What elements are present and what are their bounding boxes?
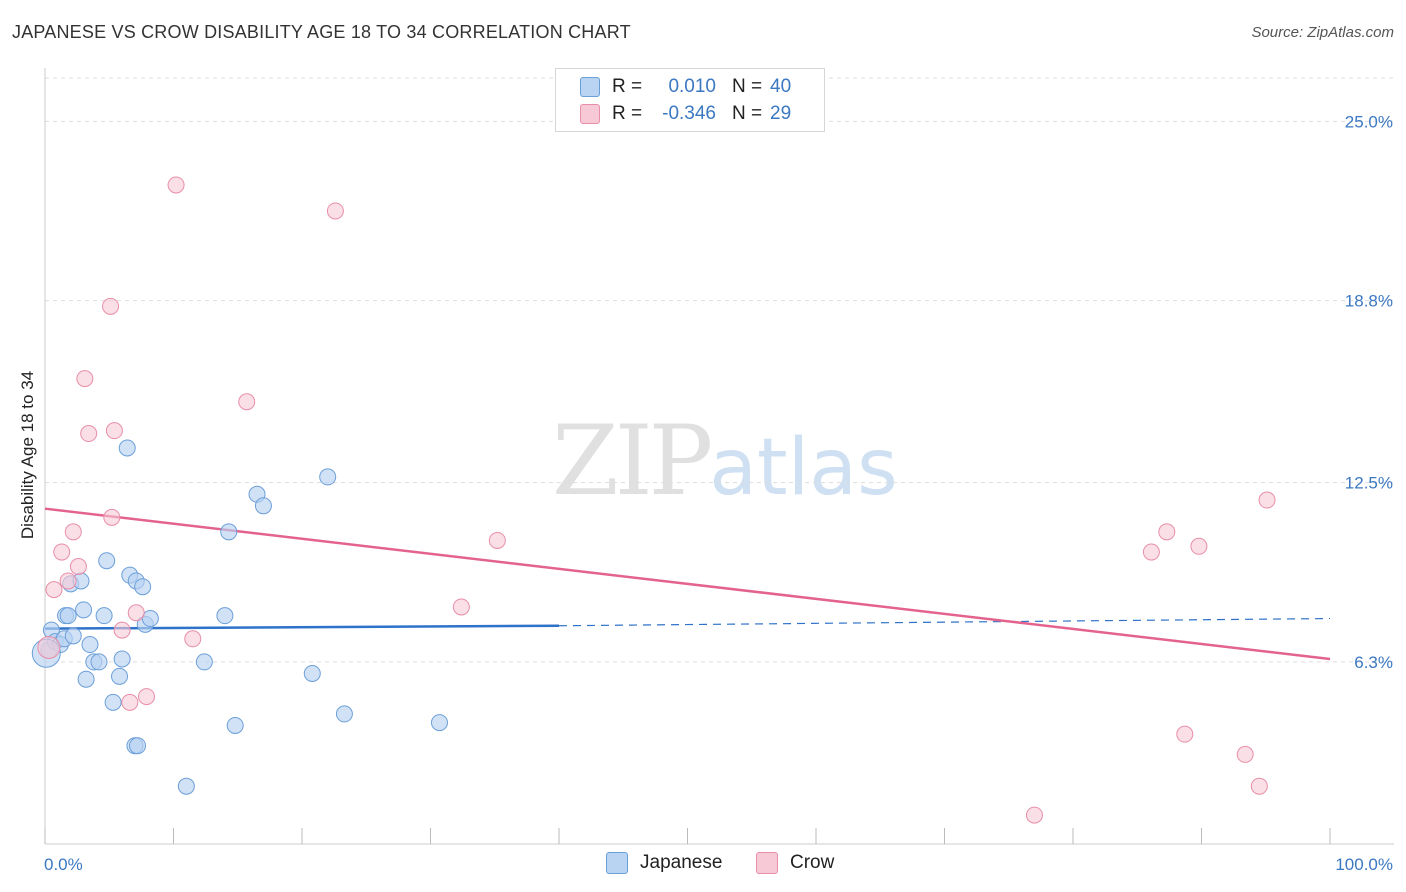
- crow-point: [488, 531, 506, 549]
- legend-label-crow: Crow: [790, 852, 835, 873]
- japanese-point: [303, 664, 321, 682]
- grid-lines: [45, 77, 1394, 663]
- japanese-point: [64, 627, 82, 645]
- japanese-point: [113, 650, 131, 668]
- crow-point: [37, 635, 61, 659]
- japanese-point: [59, 607, 77, 625]
- crow-point: [1142, 543, 1160, 561]
- legend-label-japanese: Japanese: [640, 852, 723, 873]
- japanese-point: [141, 610, 159, 628]
- japanese-swatch: [580, 77, 600, 97]
- legend-r-label: R =: [612, 76, 643, 97]
- crow-point: [121, 693, 139, 711]
- crow-point: [80, 425, 98, 443]
- crow-point: [64, 523, 82, 541]
- crow-point: [452, 598, 470, 616]
- crow-point: [69, 558, 87, 576]
- crow-point: [59, 572, 77, 590]
- japanese-point: [75, 601, 93, 619]
- crow-point: [45, 581, 63, 599]
- legend-row-japanese: R = 0.010 N = 40: [580, 75, 791, 99]
- series-legend: Japanese Crow: [0, 852, 1406, 878]
- japanese-point: [95, 607, 113, 625]
- japanese-point: [111, 667, 129, 685]
- crow-point: [1236, 745, 1254, 763]
- trend-lines: [44, 507, 1331, 661]
- crow-point: [103, 508, 121, 526]
- crow-point: [1258, 491, 1276, 509]
- legend-r-label: R =: [612, 103, 643, 124]
- japanese-point: [90, 653, 108, 671]
- y-tick-label: 12.5%: [1345, 474, 1393, 493]
- legend-r-value: -0.346: [662, 103, 716, 124]
- japanese-point: [177, 777, 195, 795]
- japanese-point: [104, 693, 122, 711]
- japanese-point: [254, 497, 272, 515]
- legend-n-value: 40: [770, 76, 792, 97]
- y-tick-label: 25.0%: [1345, 112, 1393, 131]
- japanese-point: [430, 714, 448, 732]
- japanese-point: [134, 578, 152, 596]
- crow-trend-line: [44, 507, 1331, 661]
- japanese-point: [216, 607, 234, 625]
- crow-point: [167, 176, 185, 194]
- crow-point: [238, 393, 256, 411]
- y-tick-label: 18.8%: [1345, 292, 1393, 311]
- japanese-point: [77, 670, 95, 688]
- crow-points: [37, 176, 1276, 824]
- japanese-point: [319, 468, 337, 486]
- japanese-point: [129, 737, 147, 755]
- legend-n-label: N =: [732, 76, 763, 97]
- crow-point: [127, 604, 145, 622]
- legend-n-label: N =: [732, 103, 763, 124]
- crow-point: [76, 370, 94, 388]
- japanese-trend-extension: [558, 617, 1331, 627]
- crow-point: [1250, 777, 1268, 795]
- japanese-trend-line: [44, 624, 560, 630]
- japanese-point: [195, 653, 213, 671]
- x-tick-labels: 0.0% 100.0%: [44, 855, 1393, 874]
- crow-point: [105, 422, 123, 440]
- watermark-zip: ZIP: [552, 405, 713, 517]
- japanese-point: [220, 523, 238, 541]
- legend-item-japanese: Japanese: [606, 852, 722, 874]
- crow-point: [326, 202, 344, 220]
- crow-point: [1025, 806, 1043, 824]
- crow-swatch: [580, 104, 600, 124]
- x-tick-label: 0.0%: [44, 855, 83, 874]
- crow-point: [102, 297, 120, 315]
- japanese-swatch: [606, 852, 628, 874]
- japanese-points: [31, 439, 448, 795]
- chart-title: JAPANESE VS CROW DISABILITY AGE 18 TO 34…: [12, 22, 631, 42]
- x-tick-label: 100.0%: [1335, 855, 1393, 874]
- watermark-atlas: atlas: [709, 423, 898, 513]
- crow-point: [113, 621, 131, 639]
- crow-swatch: [756, 852, 778, 874]
- crow-point: [1176, 725, 1194, 743]
- axes: [44, 68, 1394, 845]
- japanese-point: [98, 552, 116, 570]
- crow-point: [53, 543, 71, 561]
- japanese-point: [81, 636, 99, 654]
- japanese-point: [118, 439, 136, 457]
- correlation-legend: R = 0.010 N = 40 R = -0.346 N = 29: [555, 68, 825, 132]
- legend-n-value: 29: [770, 103, 792, 124]
- y-tick-label: 6.3%: [1354, 653, 1393, 672]
- crow-point: [1158, 523, 1176, 541]
- japanese-point: [226, 716, 244, 734]
- crow-point: [138, 688, 156, 706]
- y-tick-labels: 6.3% 12.5% 18.8% 25.0%: [1345, 112, 1393, 672]
- crow-point: [1190, 537, 1208, 555]
- watermark: ZIPatlas: [552, 405, 898, 517]
- legend-r-value: 0.010: [668, 76, 716, 97]
- japanese-point: [335, 705, 353, 723]
- y-axis-title: Disability Age 18 to 34: [18, 370, 37, 540]
- crow-point: [184, 630, 202, 648]
- legend-item-crow: Crow: [756, 852, 834, 874]
- chart-source: Source: ZipAtlas.com: [1251, 24, 1394, 41]
- legend-row-crow: R = -0.346 N = 29: [580, 102, 791, 126]
